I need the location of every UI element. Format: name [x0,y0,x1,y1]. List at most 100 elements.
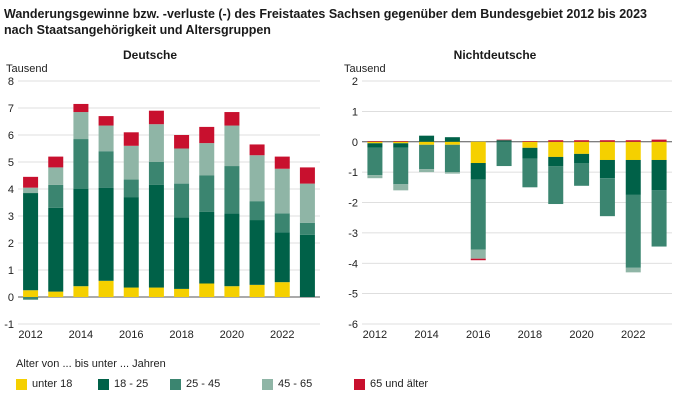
bar-segment-2016-18-25 [470,163,486,180]
x-tick-label: 2014 [414,329,438,341]
legend-item-45-65: 45 - 65 [262,378,354,390]
bar-segment-2014-25-45 [419,144,435,170]
bar-segment-2021-18-25 [599,159,615,179]
legend-swatch [262,378,273,390]
legend-swatch [354,378,365,390]
y-tick-label: 6 [8,130,14,142]
panel-title-nichtdeutsche: Nichtdeutsche [454,48,537,62]
bar-segment-2018-65-und-lter [522,141,538,142]
bar-segment-2023-65-und-lter [299,167,315,184]
bar-segment-2013-25-45 [393,147,409,185]
x-tick-label: 2014 [69,329,93,341]
bar-segment-2020-65-und-lter [574,140,590,142]
bar-segment-2016-45-65 [123,145,139,180]
bar-segment-2017-65-und-lter [148,110,164,125]
bar-segment-2022-unter-18 [274,282,290,297]
bar-segment-2019-unter-18 [199,283,215,297]
bar-segment-2016-65-und-lter [123,132,139,146]
bar-segment-2014-45-65 [73,112,89,140]
bar-segment-2015-25-45 [98,151,114,188]
x-tick-label: 2020 [569,329,593,341]
bar-segment-2017-65-und-lter [496,139,512,141]
bar-segment-2018-18-25 [174,217,190,289]
bar-segment-2012-65-und-lter [367,141,383,142]
legend-title: Alter von ... bis unter ... Jahren [16,358,166,370]
y-tick-label: 3 [8,211,14,223]
bar-segment-2022-65-und-lter [625,140,641,142]
bar-segment-2015-25-45 [444,144,460,173]
bar-segment-2022-18-25 [625,159,641,195]
bar-segment-2022-25-45 [625,194,641,268]
bar-segment-2012-25-45 [23,297,39,300]
y-tick-label: -4 [348,258,358,270]
bar-segment-2022-45-65 [274,168,290,214]
bar-segment-2017-45-65 [148,124,164,162]
y-tick-label: 0 [8,292,14,304]
y-tick-label: 1 [8,265,14,277]
bar-segment-2023-65-und-lter [651,139,667,142]
x-tick-label: 2020 [220,329,244,341]
x-tick-label: 2016 [119,329,143,341]
bar-segment-2014-45-65 [419,169,435,173]
y-tick-label: 2 [352,76,358,88]
bar-segment-2021-18-25 [249,220,265,285]
bar-segment-2015-45-65 [98,125,114,152]
bar-segment-2021-45-65 [249,155,265,202]
legend-item-65-und-lter: 65 und älter [354,378,464,390]
x-tick-label: 2022 [270,329,294,341]
bar-segment-2019-unter-18 [548,141,564,157]
bar-segment-2016-18-25 [123,197,139,288]
legend-item-18-25: 18 - 25 [98,378,170,390]
bar-segment-2022-18-25 [274,232,290,283]
bar-segment-2015-18-25 [444,137,460,142]
bar-segment-2018-18-25 [522,147,538,159]
y-tick-label: 0 [352,137,358,149]
bar-segment-2012-45-65 [23,187,39,194]
bar-segment-2019-18-25 [199,211,215,284]
bar-segment-2022-65-und-lter [274,156,290,169]
y-tick-label: 2 [8,238,14,250]
bar-segment-2013-45-65 [48,167,64,185]
bar-segment-2013-65-und-lter [393,141,409,142]
bar-segment-2013-18-25 [48,207,64,292]
legend-label: 45 - 65 [278,378,313,390]
y-tick-label: 5 [8,157,14,169]
x-tick-label: 2022 [621,329,645,341]
bar-segment-2016-45-65 [470,249,486,259]
x-tick-label: 2016 [466,329,490,341]
bar-segment-2016-unter-18 [123,287,139,297]
bar-segment-2021-unter-18 [599,141,615,160]
bar-segment-2020-unter-18 [224,286,240,297]
bar-segment-2013-25-45 [48,184,64,208]
bar-segment-2023-25-45 [299,222,315,235]
bar-segment-2023-unter-18 [651,141,667,160]
bar-segment-2012-18-25 [367,143,383,148]
bar-segment-2020-25-45 [574,163,590,186]
bar-segment-2020-45-65 [224,125,240,167]
bar-segment-2017-18-25 [148,184,164,288]
y-tick-label: 7 [8,103,14,115]
bar-segment-2015-45-65 [444,172,460,174]
bar-segment-2012-unter-18 [23,290,39,297]
bar-segment-2014-18-25 [419,135,435,142]
bar-segment-2012-18-25 [23,193,39,291]
bar-segment-2012-unter-18 [367,141,383,144]
chart-nichtdeutsche: Nichtdeutsche Tausend -6 -5 -4 -3 -2 -1 0 1 2 2012 2… [344,48,672,341]
y-tick-label: 8 [8,76,14,88]
bar-segment-2018-unter-18 [522,141,538,148]
bar-segment-2015-unter-18 [98,280,114,297]
bar-segment-2020-65-und-lter [224,112,240,126]
bar-segment-2014-25-45 [73,139,89,189]
bar-segment-2022-unter-18 [625,141,641,160]
y-tick-label: -6 [348,319,358,331]
legend-label: unter 18 [32,378,73,390]
bar-segment-2017-25-45 [496,141,512,167]
bar-segment-2018-25-45 [174,183,190,218]
bar-segment-2013-65-und-lter [48,156,64,168]
y-tick-label: -3 [348,228,358,240]
bar-segment-2015-unter-18 [444,141,460,145]
x-tick-label: 2018 [169,329,193,341]
bar-segment-2021-25-45 [599,178,615,217]
bar-segment-2016-25-45 [123,179,139,198]
bar-segment-2020-25-45 [224,166,240,214]
